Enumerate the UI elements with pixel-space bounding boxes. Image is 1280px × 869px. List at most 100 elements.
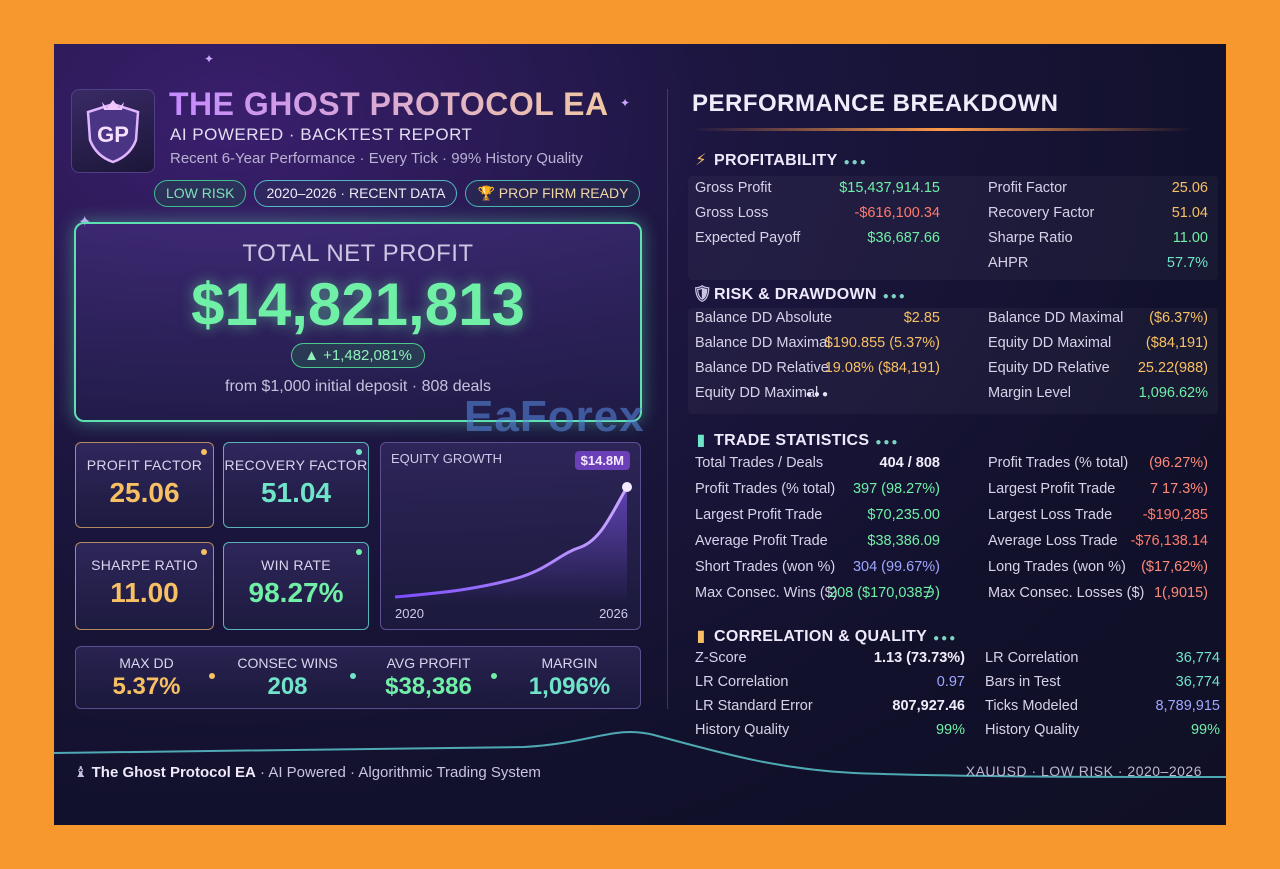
table-row: Max Consec. Wins ($) 208 ($170,038∌) Max…	[688, 585, 1220, 611]
metric-label: Average Profit Trade	[695, 533, 828, 549]
metric-value: ($84,191)	[1145, 335, 1208, 351]
metric-label: Long Trades (won %)	[988, 559, 1126, 575]
dots-icon: ●●●	[805, 389, 830, 400]
tagline: Recent 6-Year Performance · Every Tick ·…	[170, 150, 583, 167]
net-profit-label: TOTAL NET PROFIT	[242, 240, 474, 267]
metric-value: 404 / 808	[879, 455, 940, 471]
metric-value: -$190,285	[1142, 507, 1208, 523]
metric-value: 36,774	[1175, 674, 1220, 690]
metric-value: 8,789,915	[1155, 698, 1220, 714]
equity-area	[395, 487, 627, 603]
metric-label: Profit Factor	[988, 180, 1067, 196]
metric-value: $2.85	[903, 310, 940, 326]
prop-firm-label: PROP FIRM READY	[498, 185, 629, 201]
bar-chart-icon: ▮	[696, 432, 706, 449]
profitability-heading: ⚡ PROFITABILITY ●●●	[692, 150, 868, 170]
metric-value: $36,687.66	[867, 230, 940, 246]
z-score-value: 1.13 (73.73%)	[873, 650, 965, 666]
metric-label: Equity DD Relative	[988, 360, 1110, 376]
metric-label: Ticks Modeled	[985, 698, 1078, 714]
metric-label: Profit Trades (% total)	[695, 481, 836, 497]
net-profit-footnote: from $1,000 initial deposit · 808 deals	[225, 378, 491, 395]
cell-label: AVG PROFIT	[386, 655, 471, 671]
metric-label: Balance DD Relative	[695, 360, 829, 376]
metric-label: Gross Profit	[695, 180, 772, 196]
watermark: EaForex	[464, 392, 645, 441]
metric-label: Max Consec. Losses ($)	[988, 585, 1145, 601]
cell-value: 208	[267, 673, 308, 700]
date-range-badge: 2020–2026 · RECENT DATA	[254, 180, 458, 207]
page-title: THE GHOST PROTOCOL EA	[169, 86, 609, 122]
metric-value: 1.13 (73.73%)	[874, 650, 965, 666]
net-profit-value: $14,821,813	[191, 271, 525, 338]
cell-value: $38,386	[385, 673, 472, 700]
metric-value: 57.7%	[1166, 255, 1208, 271]
net-profit-panel: TOTAL NET PROFIT $14,821,813 ▲ +1,482,08…	[74, 222, 642, 422]
metric-label: Sharpe Ratio	[988, 230, 1073, 246]
metric-label: Balance DD Absolute	[695, 310, 833, 326]
section-title: RISK & DRAWDOWN	[714, 286, 877, 303]
table-row: AHPR 57.7%	[688, 255, 1220, 280]
footer-description: · AI Powered · Algorithmic Trading Syste…	[255, 764, 541, 781]
table-row: History Quality 99% History Quality 99%	[688, 722, 1220, 746]
table-row: Balance DD Absolute $2.85 Balance DD Max…	[688, 310, 1220, 335]
trade-stats-heading: ▮ TRADE STATISTICS ●●●	[692, 430, 899, 450]
consec-wins-cell: CONSEC WINS 208	[217, 647, 358, 708]
metric-value: 397 (98.27%)	[852, 481, 940, 497]
indicator-dot	[356, 449, 362, 455]
badge-row: LOW RISK 2020–2026 · RECENT DATA 🏆 PROP …	[154, 180, 641, 207]
summary-strip: MAX DD 5.37% CONSEC WINS 208 AVG PROFIT …	[75, 646, 641, 709]
metric-value: $70,235.00	[867, 507, 940, 523]
metric-value: 51.04	[1171, 205, 1208, 221]
metric-value: ($6.37%)	[1149, 310, 1208, 326]
lightning-icon: ⚡	[695, 152, 707, 169]
table-row: Expected Payoff $36,687.66 Sharpe Ratio …	[688, 230, 1220, 255]
dots-icon: ●●●	[882, 291, 907, 302]
metric-label: LR Correlation	[695, 674, 789, 690]
table-row: Total Trades / Deals 404 / 808 Profit Tr…	[688, 455, 1220, 481]
section-title: CORRELATION & QUALITY	[714, 628, 928, 645]
metric-value: 25.06	[1171, 180, 1208, 196]
metric-label: Equity DD Maximal	[988, 335, 1112, 351]
table-row: Average Profit Trade $38,386.09 Average …	[688, 533, 1220, 559]
table-row: Z-Score 1.13 (73.73%) LR Correlation 36,…	[688, 650, 1220, 674]
metric-value: $15,437,914.15	[839, 180, 940, 196]
metric-label: Equity DD Maximal	[695, 385, 819, 401]
metric-label: LR Correlation	[985, 650, 1079, 666]
metric-label: Gross Loss	[695, 205, 769, 221]
cell-value: 1,096%	[528, 673, 611, 700]
dots-icon: ●●●	[843, 157, 868, 168]
card-value: 25.06	[109, 477, 180, 508]
decorative-wave	[54, 731, 1226, 778]
metric-label: Largest Profit Trade	[988, 481, 1116, 497]
column-divider	[667, 89, 668, 709]
equity-label: EQUITY GROWTH	[391, 451, 502, 466]
ghost-icon: ♝	[74, 764, 92, 781]
indicator-dot	[201, 549, 207, 555]
table-row: Gross Profit $15,437,914.15 Profit Facto…	[688, 180, 1220, 205]
shield-logo-icon: GP	[86, 100, 140, 164]
metric-value: 807,927.46	[892, 698, 965, 714]
indicator-dot	[201, 449, 207, 455]
metric-label: AHPR	[988, 255, 1029, 271]
equity-tag: $14.8M	[574, 451, 630, 470]
card-label: RECOVERY FACTOR	[224, 457, 368, 473]
sharpe-ratio-card: SHARPE RATIO 11.00	[75, 542, 214, 630]
metric-label: Profit Trades (% total)	[988, 455, 1129, 471]
metric-value: $38,386.09	[867, 533, 940, 549]
metric-value: 208 ($170,038∌)	[829, 585, 940, 601]
correlation-table: Z-Score 1.13 (73.73%) LR Correlation 36,…	[688, 650, 1220, 746]
correlation-heading: ▮ CORRELATION & QUALITY ●●●	[692, 626, 957, 646]
table-row: Profit Trades (% total) 397 (98.27%) Lar…	[688, 481, 1220, 507]
win-rate-card: WIN RATE 98.27%	[223, 542, 369, 630]
equity-curve	[394, 482, 632, 603]
prop-firm-badge: 🏆 PROP FIRM READY	[465, 180, 641, 207]
metric-value: (96.27%)	[1149, 455, 1208, 471]
logo: GP	[71, 89, 155, 173]
metric-value: 11.00	[1172, 230, 1208, 246]
metric-label: Margin Level	[988, 385, 1072, 401]
metric-label: History Quality	[695, 722, 790, 738]
sparkle-icon: ✦	[620, 96, 631, 110]
metric-label: Total Trades / Deals	[695, 455, 824, 471]
cell-label: CONSEC WINS	[237, 655, 338, 671]
